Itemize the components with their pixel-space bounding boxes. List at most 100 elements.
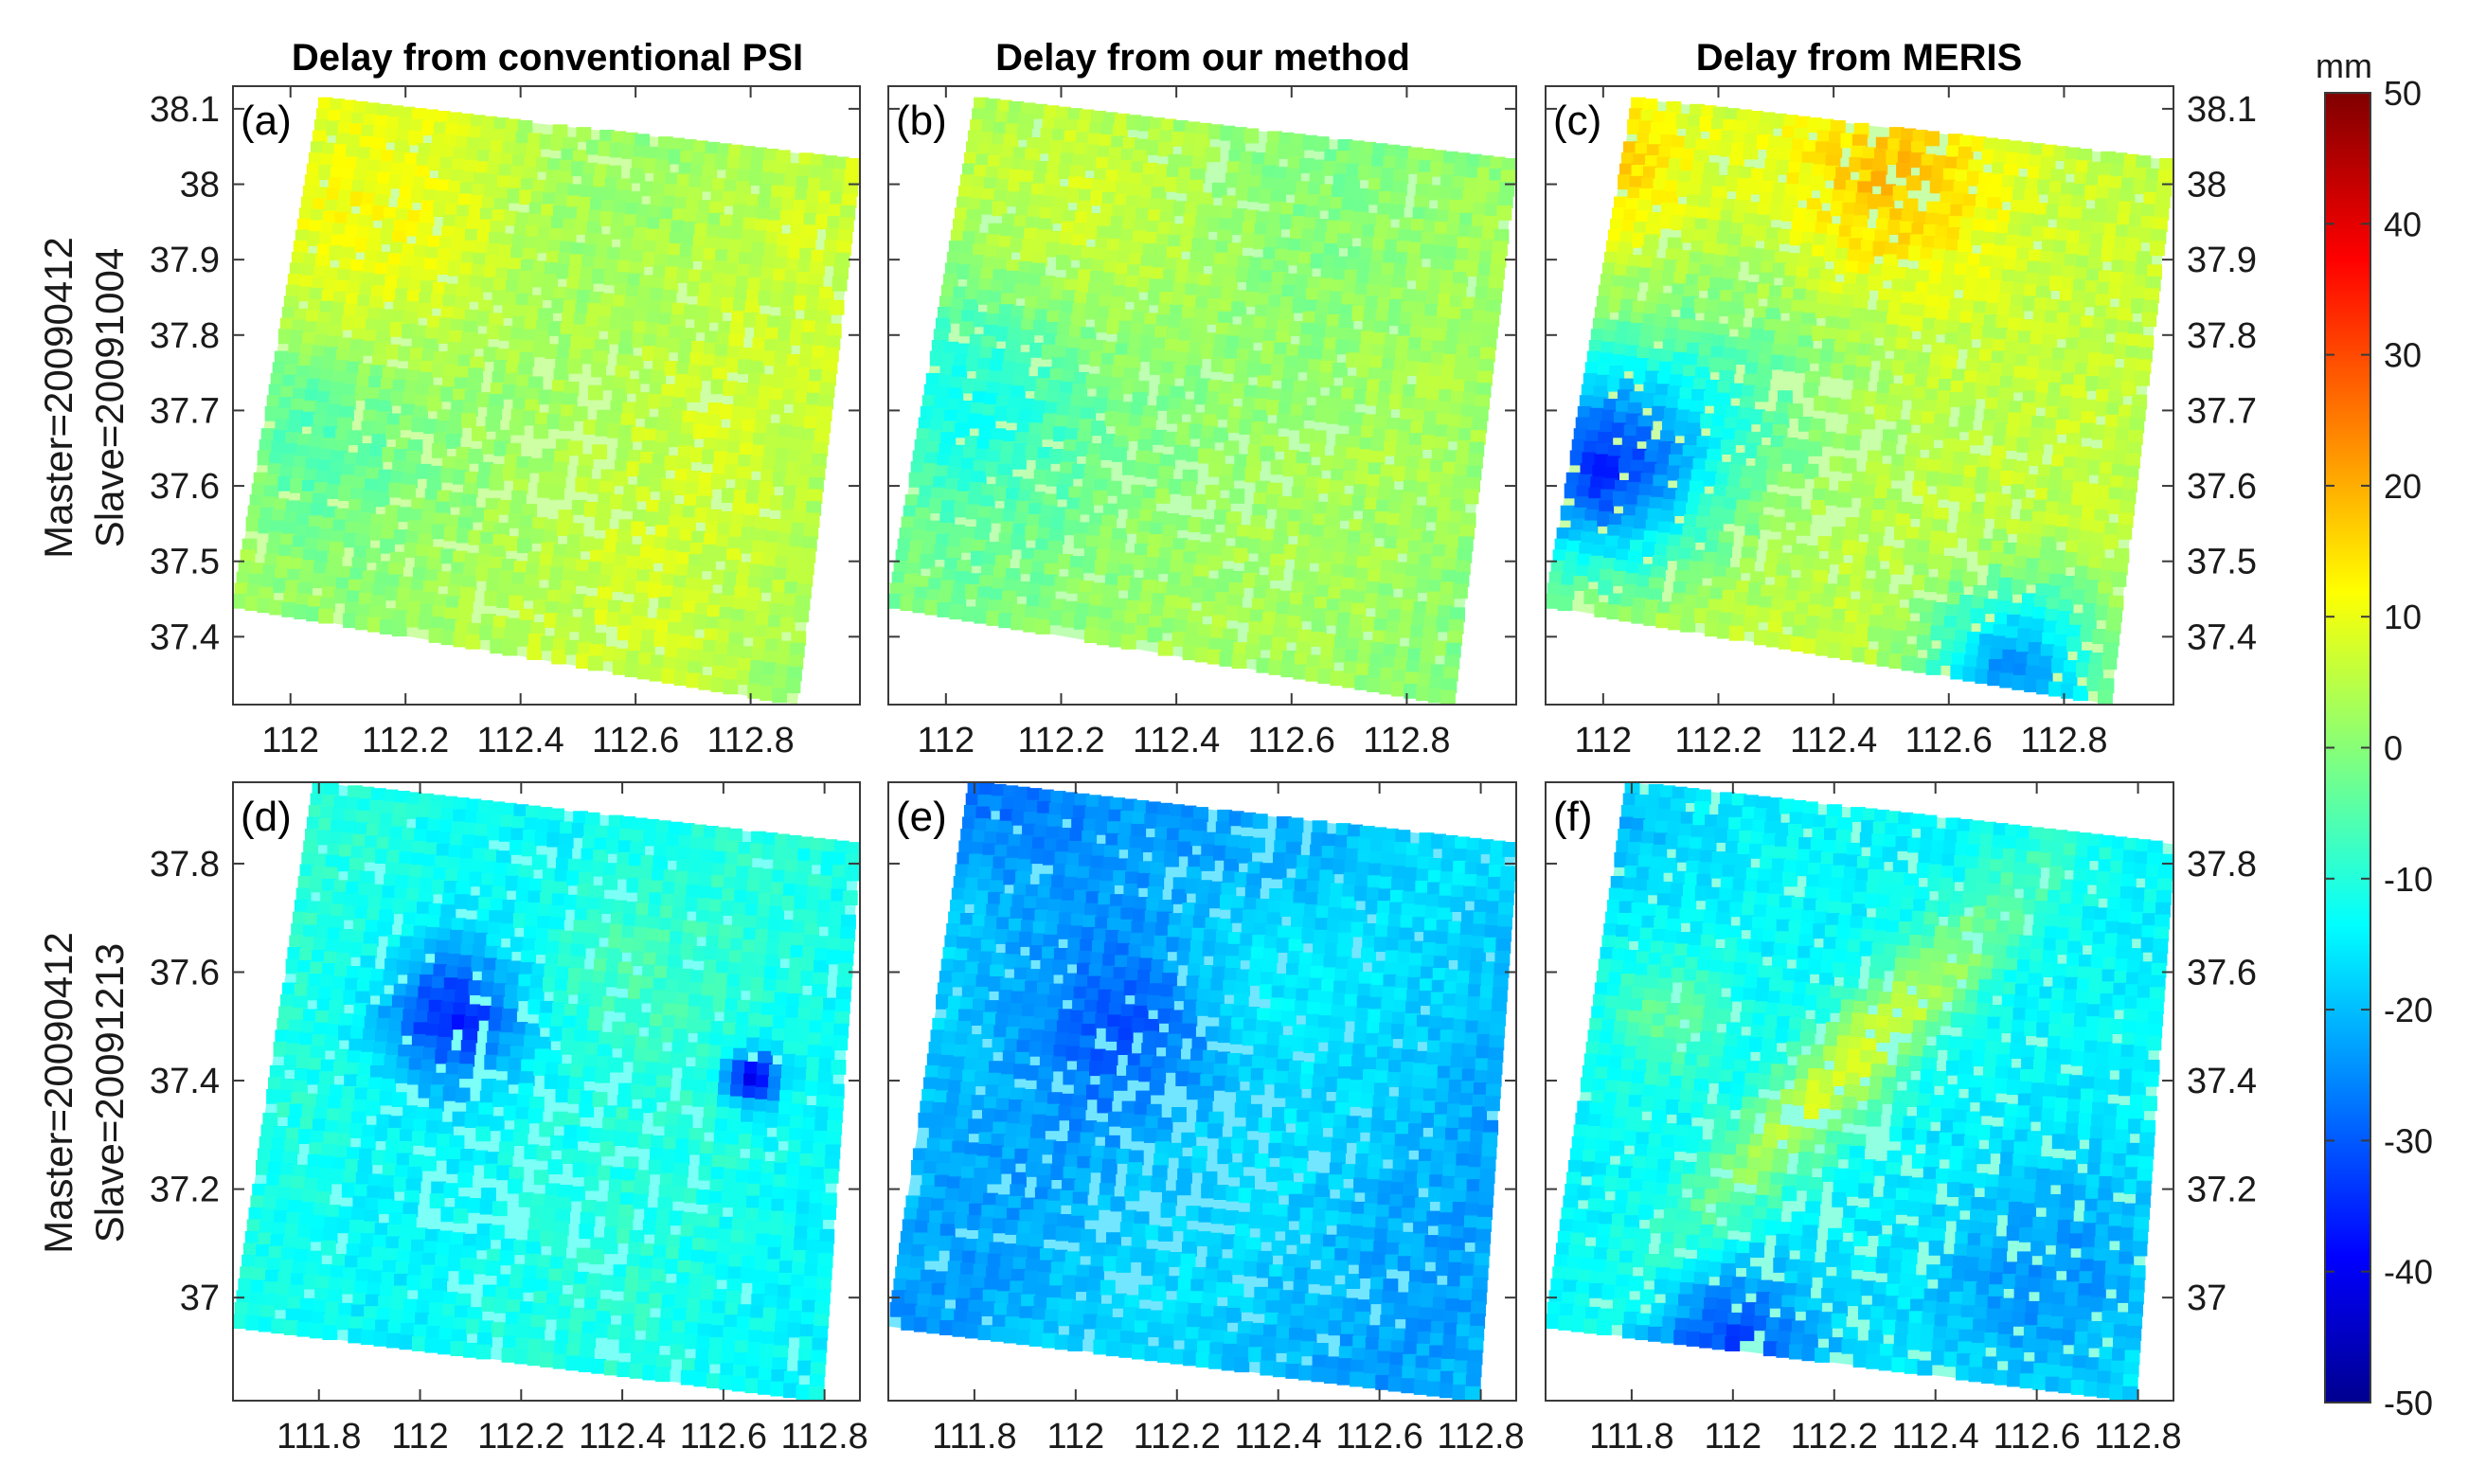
delay-cell <box>784 174 799 190</box>
delay-cell <box>1846 260 1861 277</box>
delay-cell <box>561 404 576 420</box>
delay-cell <box>2012 282 2028 298</box>
delay-cell <box>1355 567 1371 583</box>
delay-cell <box>1172 538 1189 554</box>
delay-cell <box>1458 428 1475 444</box>
delay-cell <box>797 259 814 276</box>
delay-cell <box>554 626 570 642</box>
delay-cell <box>644 240 659 256</box>
delay-cell <box>1132 392 1148 407</box>
delay-cell <box>689 352 706 368</box>
delay-cell <box>1261 623 1277 638</box>
delay-cell <box>1372 630 1388 646</box>
delay-cell <box>1431 664 1446 680</box>
delay-cell <box>1922 506 1937 521</box>
delay-cell <box>381 608 397 623</box>
delay-cell <box>1855 192 1871 208</box>
delay-cell <box>1247 444 1263 460</box>
delay-cell <box>1942 532 1958 548</box>
delay-cell <box>659 490 675 506</box>
delay-cell <box>509 420 525 436</box>
delay-cell <box>385 127 401 143</box>
delay-cell <box>1734 430 1750 446</box>
delay-cell <box>1815 141 1831 157</box>
delay-cell <box>1908 245 1923 261</box>
delay-cell <box>439 156 456 172</box>
delay-cell <box>1146 221 1162 236</box>
delay-cell <box>713 260 729 277</box>
delay-cell <box>1895 337 1911 353</box>
delay-cell <box>1932 424 1948 440</box>
delay-cell <box>577 642 593 657</box>
delay-cell <box>1968 525 1984 541</box>
delay-cell <box>1200 519 1216 535</box>
delay-cell <box>1447 631 1463 647</box>
delay-cell <box>605 259 621 275</box>
delay-cell <box>1901 128 1917 144</box>
delay-cell <box>2003 258 2019 274</box>
delay-cell <box>1297 263 1313 279</box>
delay-cell <box>1293 569 1309 585</box>
delay-cell <box>1885 324 1901 340</box>
delay-cell <box>468 287 484 302</box>
delay-cell <box>456 447 472 462</box>
delay-cell <box>516 456 532 472</box>
delay-cell <box>1230 220 1246 235</box>
delay-cell <box>773 364 789 380</box>
delay-cell <box>492 534 509 549</box>
delay-cell <box>1861 240 1876 255</box>
delay-cell <box>572 324 587 340</box>
delay-cell <box>1998 577 2014 593</box>
delay-cell <box>601 646 617 662</box>
delay-cell <box>1818 280 1834 295</box>
delay-cell <box>527 645 543 660</box>
delay-cell <box>1359 342 1375 358</box>
delay-cell <box>1430 161 1446 177</box>
delay-cell <box>1157 384 1173 400</box>
delay-cell <box>600 293 617 309</box>
delay-cell <box>558 252 574 268</box>
delay-cell <box>1671 215 1687 231</box>
delay-cell <box>1933 508 1949 523</box>
delay-cell <box>703 342 719 358</box>
delay-cell <box>447 584 463 600</box>
delay-cell <box>689 175 705 190</box>
delay-cell <box>346 590 362 606</box>
delay-cell <box>1226 418 1243 434</box>
delay-cell <box>1331 469 1347 484</box>
delay-cell <box>736 573 751 589</box>
delay-cell <box>696 211 711 227</box>
delay-cell <box>610 493 625 510</box>
delay-cell <box>427 315 442 331</box>
delay-cell <box>453 550 468 566</box>
delay-cell <box>565 545 581 562</box>
delay-cell <box>1349 329 1365 345</box>
delay-cell <box>1831 363 1846 379</box>
delay-cell <box>1404 671 1421 688</box>
delay-cell <box>1212 263 1227 279</box>
delay-cell <box>1889 465 1905 481</box>
delay-cell <box>1183 213 1199 229</box>
delay-cell <box>742 622 758 638</box>
delay-cell <box>1400 611 1415 627</box>
delay-cell <box>669 326 685 342</box>
delay-cell <box>687 471 703 486</box>
delay-cell <box>625 379 641 394</box>
delay-cell <box>1006 191 1021 207</box>
delay-cell <box>736 276 751 291</box>
delay-cell <box>2000 187 2016 203</box>
delay-cell <box>1299 158 1314 173</box>
delay-cell <box>789 642 805 658</box>
delay-cell <box>374 492 390 508</box>
delay-cell <box>612 388 627 404</box>
delay-cell <box>1329 480 1345 496</box>
delay-cell <box>2001 269 2017 285</box>
delay-cell <box>1486 191 1502 207</box>
delay-cell <box>463 482 478 498</box>
delay-cell <box>464 471 480 487</box>
delay-cell <box>1990 268 2006 283</box>
delay-cell <box>437 490 453 506</box>
delay-cell <box>1241 408 1256 423</box>
delay-cell <box>760 374 776 389</box>
delay-cell <box>1939 284 1955 300</box>
